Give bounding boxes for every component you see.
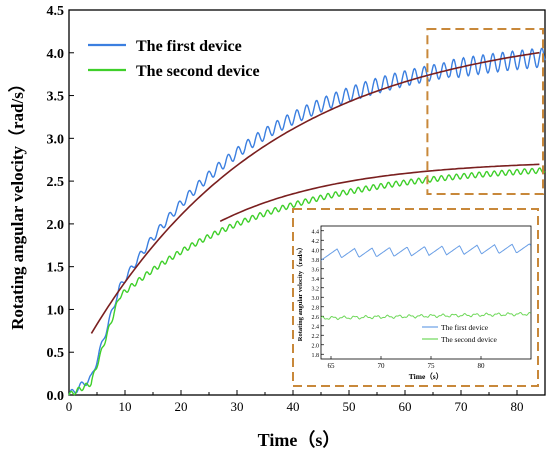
inset-border [292,208,539,387]
x-tick-label: 50 [343,399,356,414]
inset-y-tick-label: 2.6 [312,315,320,321]
x-tick-label: 30 [231,399,244,414]
legend: The first device The second device [88,38,260,80]
inset-series-line-second-device [320,311,531,321]
x-tick-label: 70 [455,399,468,414]
inset-plot-frame [320,225,532,360]
inset-y-tick-label: 1.8 [312,353,320,359]
y-tick-label: 4.0 [47,47,65,62]
inset-legend-label-second-device: The second device [441,335,497,344]
y-axis-title: Rotating angular velocity（rad/s） [7,75,27,330]
plot-frame [68,9,546,396]
inset-y-tick-label: 3.6 [312,267,320,273]
series-line-first-device [68,47,546,396]
inset-y-tick-label: 2.4 [312,324,320,330]
inset-y-axis-title: Rotating angular velocity（rad/s） [296,244,304,341]
y-tick-label: 1.0 [47,303,65,318]
inset-y-tick-label: 3.4 [312,277,320,283]
y-tick-label: 3.5 [47,90,65,105]
fit-curve-second-device [219,163,540,223]
inset-y-tick-label: 3.2 [312,286,320,292]
x-axis-title: Time（s） [258,430,341,450]
x-tick-label: 20 [175,399,188,414]
inset-y-tick-label: 2.0 [312,343,320,349]
y-tick-label: 0.5 [47,346,65,361]
y-tick-label: 4.5 [47,4,65,19]
y-tick-label: 0.0 [47,389,65,404]
inset-y-tick-label: 4.0 [312,248,320,254]
x-tick-label: 40 [287,399,300,414]
inset-x-tick-label: 65 [328,362,336,370]
legend-label-first-device: The first device [136,38,242,55]
y-tick-label: 2.5 [47,175,65,190]
inset-y-tick-label: 4.4 [312,229,320,235]
y-tick-label: 1.5 [47,261,65,276]
x-tick-label: 60 [399,399,412,414]
fit-curve-first-device [90,51,540,334]
y-tick-label: 3.0 [47,132,65,147]
inset-y-tick-label: 3.8 [312,258,320,264]
inset-x-tick-label: 75 [428,362,436,370]
x-tick-label: 0 [66,399,73,414]
inset-y-tick-label: 3.0 [312,296,320,302]
inset-x-tick-label: 70 [378,362,386,370]
inset-y-tick-label: 4.2 [312,239,320,245]
inset-legend: The first device The second device [422,323,497,344]
legend-label-second-device: The second device [136,63,260,80]
series-line-second-device [68,167,546,396]
x-tick-label: 10 [119,399,132,414]
inset-x-tick-label: 80 [478,362,486,370]
x-tick-label: 80 [511,399,524,414]
zoom-region-box [426,28,544,195]
inset-y-tick-label: 2.2 [312,334,320,340]
inset-x-axis-title: Time（s） [409,371,443,381]
inset-series-line-first-device [320,243,532,261]
inset-legend-label-first-device: The first device [441,323,489,332]
inset-y-tick-label: 2.8 [312,305,320,311]
y-tick-label: 2.0 [47,218,65,233]
